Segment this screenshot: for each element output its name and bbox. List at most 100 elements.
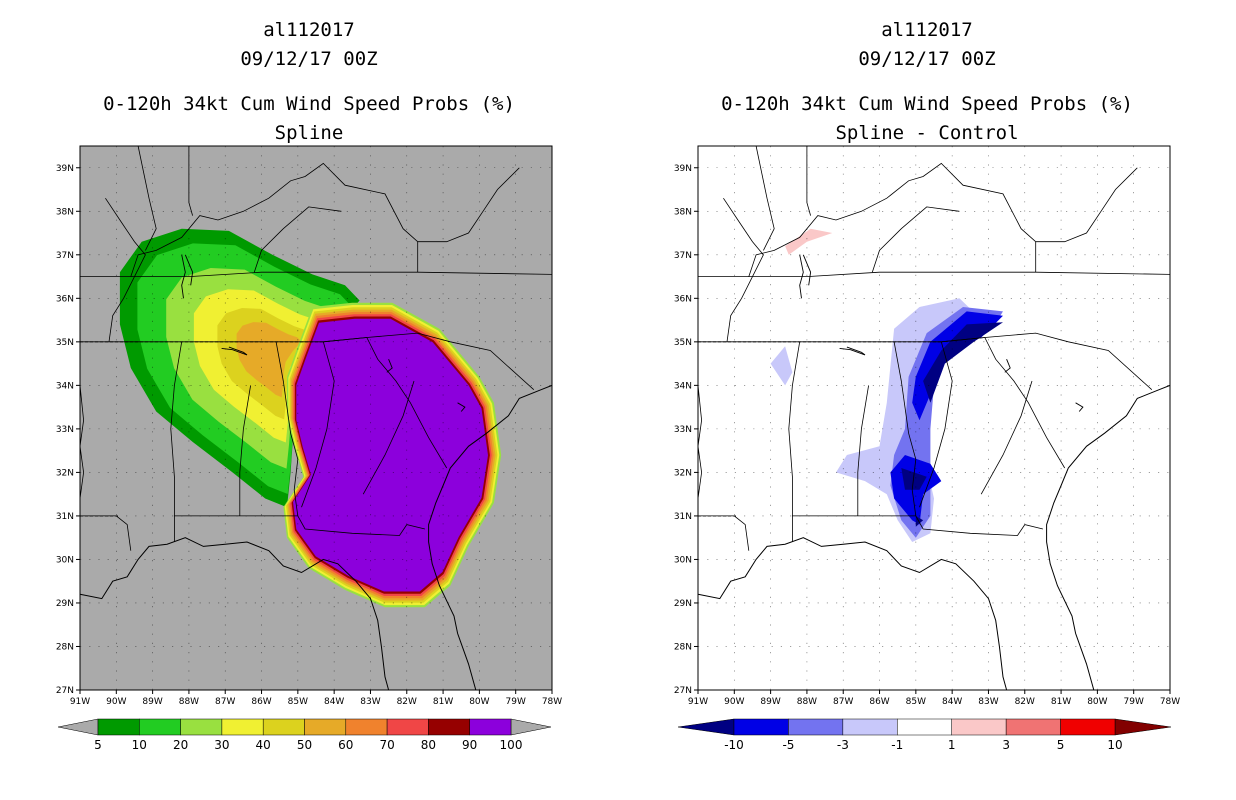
- map-frame: [79, 145, 553, 691]
- lon-tick-label: 82W: [1015, 697, 1035, 707]
- right-map-panel: al112017 09/12/17 00Z 0-120h 34kt Cum Wi…: [618, 0, 1236, 800]
- state-boundary: [80, 515, 132, 551]
- river-lake: [1075, 402, 1084, 412]
- colorbar-label: 1: [948, 738, 956, 752]
- colorbar-label: -1: [891, 738, 903, 752]
- diff-contour-neg5: [912, 311, 1003, 421]
- colorbar-label: 100: [500, 738, 523, 752]
- colorbar-end-arrow: [677, 718, 735, 736]
- lat-tick-label: 30N: [674, 555, 692, 565]
- colorbar-label: 5: [94, 738, 102, 752]
- state-boundary: [871, 206, 960, 273]
- colorbar-label: -5: [782, 738, 794, 752]
- lat-tick-label: 35N: [674, 338, 692, 348]
- lon-tick-label: 85W: [906, 697, 926, 707]
- lat-tick-label: 36N: [674, 294, 692, 304]
- left-map-panel: al112017 09/12/17 00Z 0-120h 34kt Cum Wi…: [56, 19, 562, 752]
- river-lake: [802, 254, 812, 286]
- colorbar-label: 20: [173, 738, 188, 752]
- lat-tick-label: 34N: [674, 381, 692, 391]
- colorbar-end-arrow: [57, 718, 99, 736]
- lat-tick-label: 39N: [674, 164, 692, 174]
- lon-tick-label: 90W: [724, 697, 744, 707]
- state-boundary: [792, 515, 1043, 536]
- map-frame: [697, 145, 1171, 691]
- lat-tick-label: 31N: [674, 512, 692, 522]
- lat-tick-label: 31N: [56, 512, 74, 522]
- map-background: [698, 146, 1170, 690]
- state-boundary: [130, 162, 418, 277]
- storm-id-title: al112017: [881, 19, 973, 41]
- state-boundary: [723, 197, 764, 342]
- state-boundary: [755, 145, 775, 251]
- colorbar-swatch: [788, 718, 844, 736]
- lat-tick-label: 35N: [56, 338, 74, 348]
- lon-tick-label: 83W: [978, 697, 998, 707]
- lat-tick-label: 28N: [674, 642, 692, 652]
- colorbar-swatch: [733, 718, 789, 736]
- lon-tick-label: 88W: [179, 697, 199, 707]
- lon-tick-label: 86W: [869, 697, 889, 707]
- lon-tick-label: 84W: [942, 697, 962, 707]
- colorbar-label: 40: [256, 738, 271, 752]
- lon-tick-label: 83W: [360, 697, 380, 707]
- lon-tick-label: 91W: [688, 697, 708, 707]
- lon-tick-label: 84W: [324, 697, 344, 707]
- storm-id-title: al112017: [263, 19, 355, 41]
- river-lake: [386, 359, 393, 373]
- river-lake: [221, 346, 248, 356]
- datetime-title: 09/12/17 00Z: [858, 48, 996, 70]
- lat-tick-label: 33N: [674, 425, 692, 435]
- wind-prob-contour-100: [293, 318, 488, 592]
- state-boundary: [174, 515, 425, 536]
- colorbar-swatch: [897, 718, 952, 736]
- diff-contour-neg10: [923, 322, 1003, 403]
- state-boundary: [941, 332, 1153, 390]
- colorbar-label: 70: [379, 738, 394, 752]
- state-boundary: [105, 197, 146, 342]
- colorbar-swatch: [469, 718, 512, 736]
- colorbar-end-arrow: [1114, 718, 1172, 736]
- diff-contour-pos1: [785, 228, 833, 255]
- lat-tick-label: 30N: [56, 555, 74, 565]
- atlantic-coastline: [428, 384, 553, 691]
- subtitle: Spline: [274, 122, 344, 144]
- state-boundary: [806, 146, 811, 216]
- state-boundary: [362, 380, 415, 495]
- state-boundary: [980, 380, 1033, 495]
- colorbar-label: 10: [1107, 738, 1122, 752]
- colorbar-label: 10: [132, 738, 147, 752]
- gulf-coastline: [697, 537, 1008, 691]
- lat-tick-label: 32N: [56, 468, 74, 478]
- colorbar-swatch: [180, 718, 223, 736]
- lat-tick-label: 29N: [56, 599, 74, 609]
- state-boundary: [137, 145, 157, 251]
- state-boundary: [857, 385, 869, 516]
- colorbar-swatch: [428, 718, 470, 736]
- lon-tick-label: 91W: [70, 697, 90, 707]
- product-title: 0-120h 34kt Cum Wind Speed Probs (%): [103, 93, 515, 115]
- lat-tick-label: 33N: [56, 425, 74, 435]
- gulf-coastline: [79, 537, 390, 691]
- colorbar-swatch: [139, 718, 181, 736]
- lon-tick-label: 78W: [1160, 697, 1180, 707]
- river-lake: [839, 346, 866, 356]
- lon-tick-label: 81W: [433, 697, 453, 707]
- lat-tick-label: 27N: [674, 686, 692, 696]
- lat-tick-label: 29N: [674, 599, 692, 609]
- lon-tick-label: 86W: [251, 697, 271, 707]
- colorbar-swatch: [1060, 718, 1116, 736]
- colorbar-label: 50: [297, 738, 312, 752]
- lon-tick-label: 89W: [760, 697, 780, 707]
- colorbar-label: 3: [1002, 738, 1010, 752]
- lon-tick-label: 88W: [797, 697, 817, 707]
- lat-tick-label: 38N: [674, 207, 692, 217]
- lon-tick-label: 89W: [142, 697, 162, 707]
- river-lake: [799, 254, 804, 299]
- lon-tick-label: 80W: [469, 697, 489, 707]
- atlantic-coastline: [1046, 384, 1171, 691]
- state-boundary: [170, 341, 183, 542]
- state-boundary: [1035, 167, 1138, 243]
- state-boundary: [919, 341, 953, 508]
- colorbar-label: -3: [837, 738, 849, 752]
